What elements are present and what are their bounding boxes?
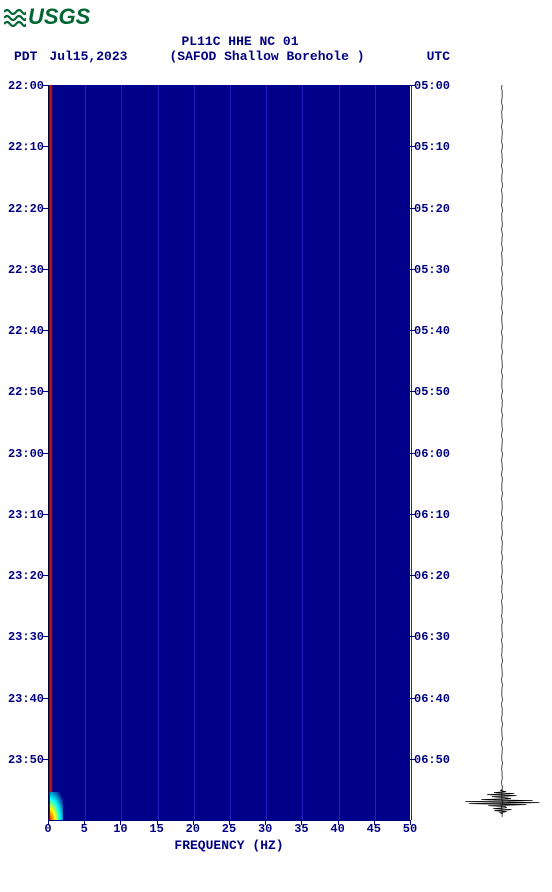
ytick-right: 05:00 [414, 79, 450, 93]
ytick-right: 05:40 [414, 324, 450, 338]
xtick-mark [84, 820, 85, 825]
xtick-mark [338, 820, 339, 825]
ytick-mark-left [42, 330, 48, 331]
ytick-left: 23:10 [8, 508, 44, 522]
ytick-mark-right [410, 514, 416, 515]
ytick-mark-right [410, 146, 416, 147]
gridline-v [49, 85, 50, 820]
ytick-mark-left [42, 208, 48, 209]
usgs-text: USGS [28, 4, 90, 30]
ytick-left: 22:20 [8, 202, 44, 216]
ytick-mark-left [42, 85, 48, 86]
ytick-right: 05:50 [414, 385, 450, 399]
ytick-left: 22:40 [8, 324, 44, 338]
ytick-left: 23:00 [8, 447, 44, 461]
xtick-mark [374, 820, 375, 825]
ytick-mark-left [42, 269, 48, 270]
ytick-left: 22:50 [8, 385, 44, 399]
gridline-v [85, 85, 86, 820]
ytick-right: 05:20 [414, 202, 450, 216]
wave-icon [4, 7, 26, 27]
ytick-right: 06:00 [414, 447, 450, 461]
ytick-mark-right [410, 208, 416, 209]
ytick-right: 06:20 [414, 569, 450, 583]
seismic-waveform [462, 85, 542, 820]
gridline-v [266, 85, 267, 820]
gridline-v [302, 85, 303, 820]
xtick-mark [193, 820, 194, 825]
ytick-mark-left [42, 636, 48, 637]
tz-right-label: UTC [427, 49, 450, 64]
ytick-left: 22:00 [8, 79, 44, 93]
chart-header: PL11C HHE NC 01 PDT Jul15,2023 (SAFOD Sh… [0, 34, 480, 64]
ytick-right: 06:30 [414, 630, 450, 644]
gridline-v [121, 85, 122, 820]
xtick-mark [48, 820, 49, 825]
ytick-mark-left [42, 146, 48, 147]
tz-left-label: PDT [14, 49, 37, 64]
spectrogram-plot [48, 85, 410, 820]
ytick-mark-right [410, 453, 416, 454]
ytick-mark-left [42, 698, 48, 699]
ytick-left: 23:20 [8, 569, 44, 583]
event-hotspot [49, 792, 63, 820]
ytick-left: 23:30 [8, 630, 44, 644]
ytick-mark-right [410, 391, 416, 392]
ytick-right: 05:30 [414, 263, 450, 277]
ytick-left: 23:40 [8, 692, 44, 706]
ytick-mark-left [42, 453, 48, 454]
ytick-mark-left [42, 759, 48, 760]
ytick-right: 06:50 [414, 753, 450, 767]
ytick-mark-left [42, 575, 48, 576]
x-axis-label: FREQUENCY (HZ) [48, 838, 410, 853]
ytick-left: 22:10 [8, 140, 44, 154]
ytick-left: 23:50 [8, 753, 44, 767]
xtick-mark [229, 820, 230, 825]
gridline-v [194, 85, 195, 820]
ytick-mark-right [410, 759, 416, 760]
station-name: (SAFOD Shallow Borehole ) [107, 49, 426, 64]
xtick-mark [410, 820, 411, 825]
xtick-mark [157, 820, 158, 825]
xtick-mark [265, 820, 266, 825]
waveform-baseline [502, 85, 503, 817]
ytick-mark-right [410, 85, 416, 86]
gridline-v [339, 85, 340, 820]
ytick-right: 06:40 [414, 692, 450, 706]
gridline-v [230, 85, 231, 820]
ytick-left: 22:30 [8, 263, 44, 277]
ytick-mark-right [410, 698, 416, 699]
ytick-mark-right [410, 269, 416, 270]
usgs-logo: USGS [4, 4, 90, 30]
ytick-right: 06:10 [414, 508, 450, 522]
xtick-mark [120, 820, 121, 825]
station-id: PL11C HHE NC 01 [0, 34, 480, 49]
gridline-v [158, 85, 159, 820]
ytick-mark-right [410, 575, 416, 576]
ytick-mark-right [410, 636, 416, 637]
xtick-mark [301, 820, 302, 825]
ytick-mark-left [42, 514, 48, 515]
ytick-mark-right [410, 330, 416, 331]
gridline-v [375, 85, 376, 820]
ytick-right: 05:10 [414, 140, 450, 154]
ytick-mark-left [42, 391, 48, 392]
